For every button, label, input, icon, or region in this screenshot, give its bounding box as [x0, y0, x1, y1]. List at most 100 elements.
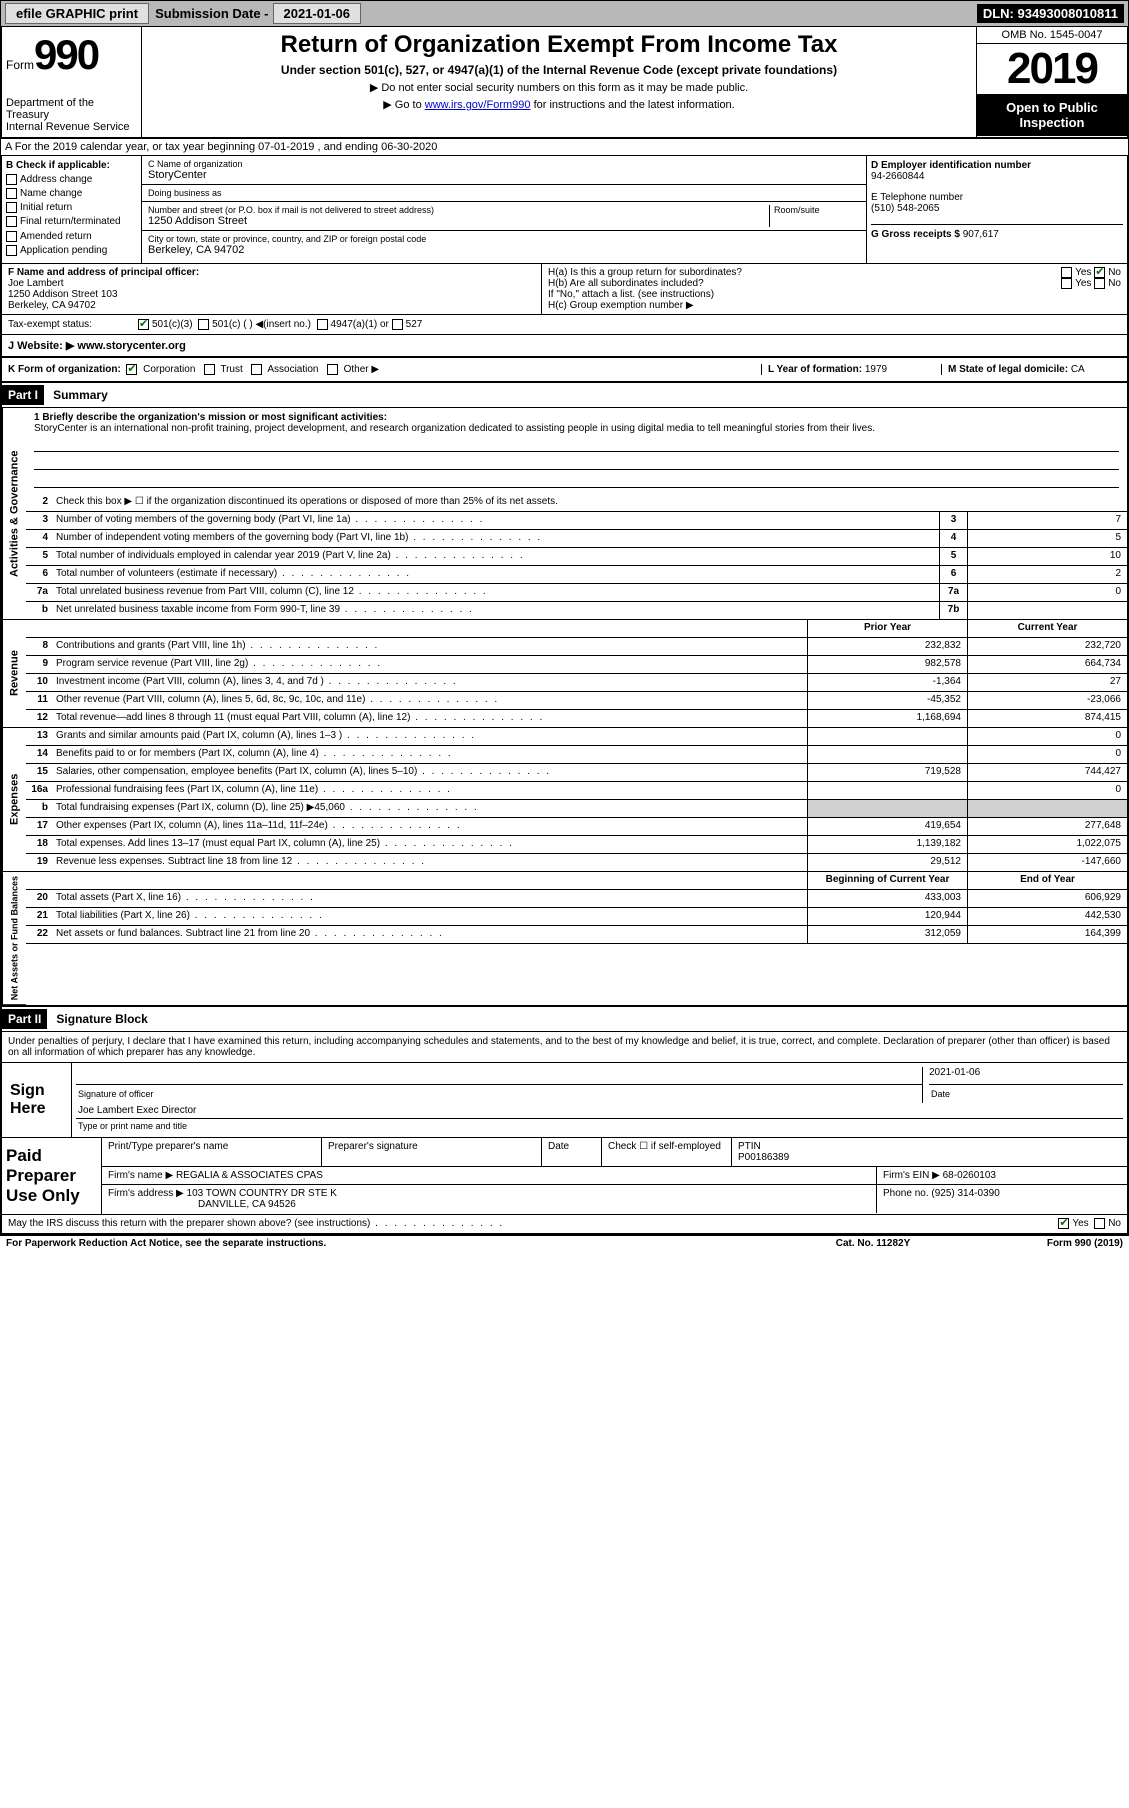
line-2: 2 Check this box ▶ ☐ if the organization…	[26, 494, 1127, 512]
summary-line-9: 9Program service revenue (Part VIII, lin…	[26, 656, 1127, 674]
instructions-note: ▶ Go to www.irs.gov/Form990 for instruct…	[146, 98, 972, 111]
summary-line-17: 17Other expenses (Part IX, column (A), l…	[26, 818, 1127, 836]
sign-here-label: Sign Here	[2, 1063, 72, 1137]
top-bar: efile GRAPHIC print Submission Date - 20…	[0, 0, 1129, 27]
part-ii-badge: Part II	[2, 1009, 47, 1029]
section-bcd: B Check if applicable: Address change Na…	[0, 156, 1129, 264]
dept-treasury: Department of the Treasury	[6, 97, 137, 121]
hb-no[interactable]	[1094, 278, 1105, 289]
line-a-tax-year: A For the 2019 calendar year, or tax yea…	[0, 139, 1129, 156]
blank-line	[34, 454, 1119, 470]
summary-line-10: 10Investment income (Part VIII, column (…	[26, 674, 1127, 692]
k-org-row: K Form of organization: Corporation Trus…	[0, 358, 1129, 383]
summary-line-7a: 7aTotal unrelated business revenue from …	[26, 584, 1127, 602]
ha-yes[interactable]	[1061, 267, 1072, 278]
efile-print-button[interactable]: efile GRAPHIC print	[5, 3, 149, 24]
website-row: J Website: ▶ www.storycenter.org	[0, 335, 1129, 358]
row-fh: F Name and address of principal officer:…	[0, 264, 1129, 315]
tax-year: 2019	[977, 44, 1127, 94]
mission-text: StoryCenter is an international non-prof…	[34, 423, 1119, 434]
website-value: www.storycenter.org	[77, 340, 185, 352]
summary-line-4: 4Number of independent voting members of…	[26, 530, 1127, 548]
chk-other[interactable]	[327, 364, 338, 375]
summary-line-20: 20Total assets (Part X, line 16)433,0036…	[26, 890, 1127, 908]
firm-addr1: 103 TOWN COUNTRY DR STE K	[187, 1188, 337, 1199]
discuss-yes[interactable]	[1058, 1218, 1069, 1229]
tax-status-row: Tax-exempt status: 501(c)(3) 501(c) ( ) …	[0, 315, 1129, 335]
form-number-footer: Form 990 (2019)	[973, 1238, 1123, 1249]
chk-527[interactable]	[392, 319, 403, 330]
chk-trust[interactable]	[204, 364, 215, 375]
street-address: 1250 Addison Street	[148, 215, 765, 227]
hb-label: H(b) Are all subordinates included?	[548, 278, 704, 289]
form990-link[interactable]: www.irs.gov/Form990	[425, 99, 531, 111]
summary-line-8: 8Contributions and grants (Part VIII, li…	[26, 638, 1127, 656]
summary-line-14: 14Benefits paid to or for members (Part …	[26, 746, 1127, 764]
chk-501c[interactable]	[198, 319, 209, 330]
sig-name-label: Type or print name and title	[76, 1119, 1123, 1133]
dln-badge: DLN: 93493008010811	[977, 4, 1124, 23]
col-b-checkboxes: B Check if applicable: Address change Na…	[2, 156, 142, 263]
hb-yes[interactable]	[1061, 278, 1072, 289]
form-990-number: 990	[34, 31, 98, 78]
hb-note: If "No," attach a list. (see instruction…	[548, 289, 1121, 300]
gross-receipts-block: G Gross receipts $ 907,617	[871, 224, 1123, 240]
discuss-question: May the IRS discuss this return with the…	[8, 1218, 1058, 1229]
firm-phone: (925) 314-0390	[931, 1188, 999, 1199]
prep-sig-col: Preparer's signature	[322, 1138, 542, 1166]
street-block: Number and street (or P.O. box if mail i…	[142, 202, 866, 231]
year-formation: 1979	[865, 364, 887, 375]
blank-line	[34, 436, 1119, 452]
phone-value: (510) 548-2065	[871, 203, 1123, 214]
summary-line-12: 12Total revenue—add lines 8 through 11 (…	[26, 710, 1127, 728]
omb-number: OMB No. 1545-0047	[977, 27, 1127, 44]
dept-irs: Internal Revenue Service	[6, 121, 137, 133]
principal-officer-block: F Name and address of principal officer:…	[2, 264, 542, 314]
summary-line-b: bNet unrelated business taxable income f…	[26, 602, 1127, 620]
form-title: Return of Organization Exempt From Incom…	[146, 31, 972, 59]
city-block: City or town, state or province, country…	[142, 231, 866, 259]
summary-line-19: 19Revenue less expenses. Subtract line 1…	[26, 854, 1127, 872]
submission-date-button[interactable]: 2021-01-06	[273, 3, 362, 24]
org-name-block: C Name of organization StoryCenter	[142, 156, 866, 185]
ptin-value: P00186389	[738, 1152, 1121, 1163]
ha-no[interactable]	[1094, 267, 1105, 278]
ein-value: 94-2660844	[871, 171, 1123, 182]
sign-here-row: Sign Here Signature of officer 2021-01-0…	[2, 1063, 1127, 1138]
sig-officer-label: Signature of officer	[76, 1087, 922, 1101]
officer-name: Joe Lambert	[8, 278, 535, 289]
chk-final-return[interactable]: Final return/terminated	[6, 216, 137, 227]
chk-address-change[interactable]: Address change	[6, 174, 137, 185]
chk-4947[interactable]	[317, 319, 328, 330]
blank-line	[34, 472, 1119, 488]
chk-amended-return[interactable]: Amended return	[6, 231, 137, 242]
chk-corporation[interactable]	[126, 364, 137, 375]
chk-name-change[interactable]: Name change	[6, 188, 137, 199]
discuss-no[interactable]	[1094, 1218, 1105, 1229]
title-cell: Return of Organization Exempt From Incom…	[142, 27, 977, 137]
col-c-org-info: C Name of organization StoryCenter Doing…	[142, 156, 867, 263]
na-header: Beginning of Current Year End of Year	[26, 872, 1127, 890]
summary-line-16a: 16aProfessional fundraising fees (Part I…	[26, 782, 1127, 800]
chk-initial-return[interactable]: Initial return	[6, 202, 137, 213]
col-de-contact: D Employer identification number 94-2660…	[867, 156, 1127, 263]
vtab-expenses: Expenses	[2, 728, 26, 872]
summary-line-5: 5Total number of individuals employed in…	[26, 548, 1127, 566]
summary-line-3: 3Number of voting members of the governi…	[26, 512, 1127, 530]
vtab-net-assets: Net Assets or Fund Balances	[2, 872, 26, 1005]
prep-date-col: Date	[542, 1138, 602, 1166]
part-i-title: Summary	[53, 388, 108, 402]
py-header: Prior Year Current Year	[26, 620, 1127, 638]
chk-application-pending[interactable]: Application pending	[6, 245, 137, 256]
city-state-zip: Berkeley, CA 94702	[148, 244, 860, 256]
preparer-row: Paid Preparer Use Only Print/Type prepar…	[2, 1138, 1127, 1214]
summary-line-21: 21Total liabilities (Part X, line 26)120…	[26, 908, 1127, 926]
chk-association[interactable]	[251, 364, 262, 375]
col-b-title: B Check if applicable:	[6, 160, 137, 171]
submission-label: Submission Date -	[155, 6, 268, 21]
form-number-cell: Form990 Department of the Treasury Inter…	[2, 27, 142, 137]
ein-block: D Employer identification number 94-2660…	[871, 160, 1123, 182]
group-return-block: H(a) Is this a group return for subordin…	[542, 264, 1127, 314]
chk-501c3[interactable]	[138, 319, 149, 330]
officer-addr1: 1250 Addison Street 103	[8, 289, 535, 300]
